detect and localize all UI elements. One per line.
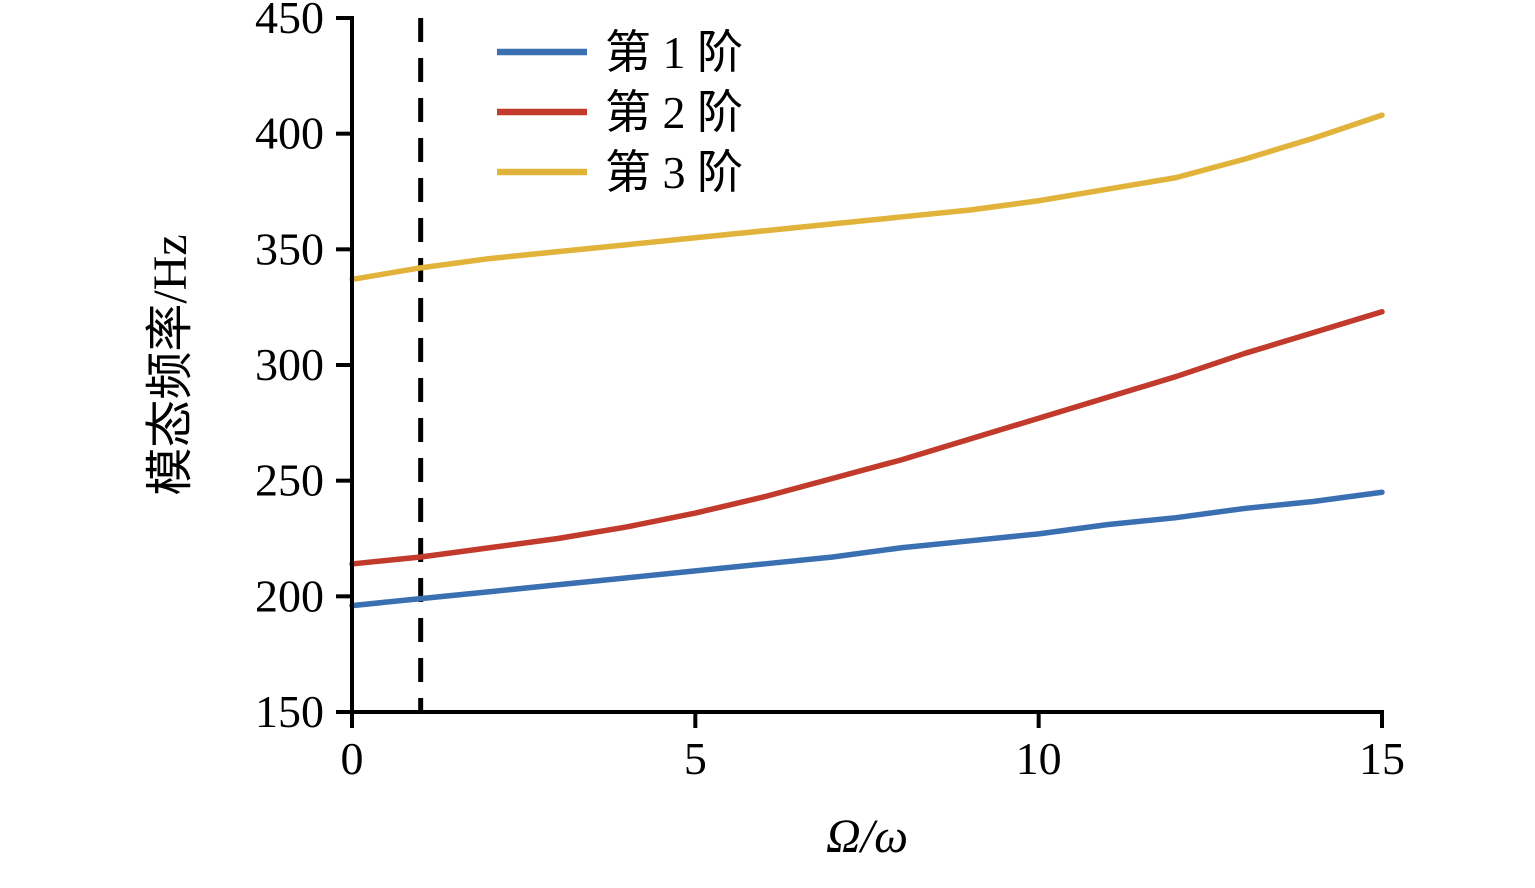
legend-item: 第 3 阶 <box>497 147 743 198</box>
legend-label: 第 1 阶 <box>605 27 743 78</box>
legend-label: 第 2 阶 <box>605 87 743 138</box>
x-axis-tick-label: 10 <box>1016 733 1062 784</box>
y-axis-tick-label: 450 <box>255 0 324 43</box>
ticks-layer: 0 5 10 15 150 200 250 300 350 400 450 <box>255 0 1405 784</box>
series-line-3 <box>349 112 1385 283</box>
series-line-2 <box>349 309 1385 567</box>
legend-layer: 第 1 阶第 2 阶第 3 阶 <box>497 27 743 198</box>
legend-item: 第 2 阶 <box>497 87 743 138</box>
x-axis-tick-label: 15 <box>1359 733 1405 784</box>
axes-layer <box>350 16 1384 714</box>
legend-item: 第 1 阶 <box>497 27 743 78</box>
y-axis-tick-label: 400 <box>255 108 324 159</box>
x-axis-title: Ω/ω <box>826 810 908 863</box>
series-line-1 <box>349 489 1385 609</box>
y-axis-tick-label: 300 <box>255 339 324 390</box>
y-axis-title: 模态频率/Hz <box>144 234 197 495</box>
y-axis-tick-label: 250 <box>255 455 324 506</box>
y-axis-tick-label: 200 <box>255 570 324 621</box>
series-layer <box>349 112 1385 609</box>
x-axis-tick-label: 0 <box>341 733 364 784</box>
y-axis-tick-label: 350 <box>255 223 324 274</box>
x-axis-tick-label: 5 <box>684 733 707 784</box>
y-axis-tick-label: 150 <box>255 686 324 737</box>
legend-label: 第 3 阶 <box>605 147 743 198</box>
